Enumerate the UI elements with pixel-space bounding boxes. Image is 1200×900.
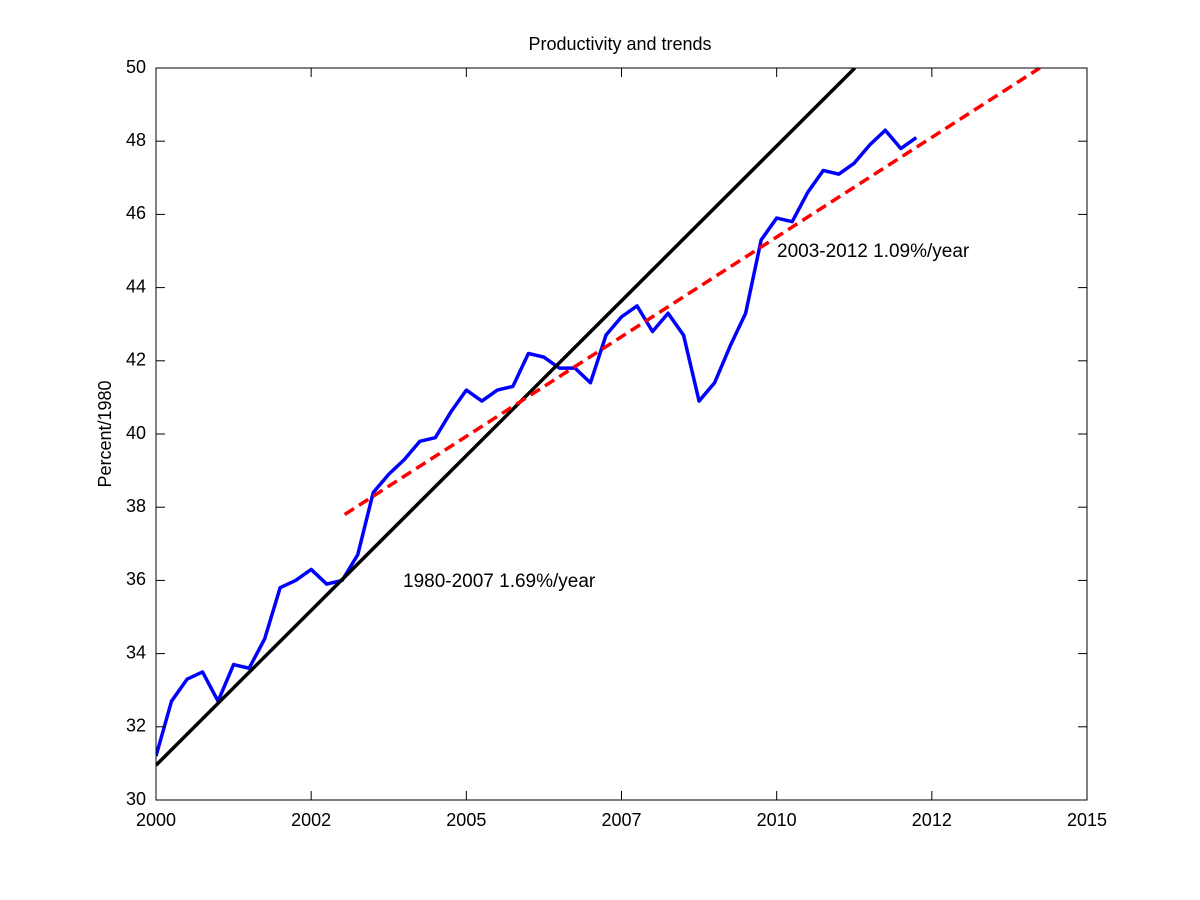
- y-tick-label: 38: [126, 496, 146, 516]
- chart-title: Productivity and trends: [528, 34, 711, 54]
- y-tick-label: 48: [126, 130, 146, 150]
- y-tick-label: 40: [126, 423, 146, 443]
- x-tick-label: 2000: [136, 810, 176, 830]
- y-tick-label: 30: [126, 789, 146, 809]
- y-tick-label: 32: [126, 716, 146, 736]
- y-tick-label: 44: [126, 276, 146, 296]
- x-tick-label: 2002: [291, 810, 331, 830]
- annotation: 2003-2012 1.09%/year: [777, 241, 970, 262]
- y-tick-label: 46: [126, 203, 146, 223]
- series-line: [156, 68, 857, 767]
- x-tick-label: 2010: [757, 810, 797, 830]
- annotation: 1980-2007 1.69%/year: [403, 571, 596, 592]
- y-tick-label: 42: [126, 350, 146, 370]
- y-tick-label: 36: [126, 569, 146, 589]
- x-tick-label: 2012: [912, 810, 952, 830]
- series-line: [343, 68, 1041, 516]
- y-tick-label: 50: [126, 57, 146, 77]
- series-line: [156, 128, 918, 757]
- x-tick-label: 2015: [1067, 810, 1107, 830]
- y-axis-label: Percent/1980: [95, 380, 115, 487]
- y-tick-label: 34: [126, 642, 146, 662]
- x-tick-label: 2005: [446, 810, 486, 830]
- x-tick-label: 2007: [601, 810, 641, 830]
